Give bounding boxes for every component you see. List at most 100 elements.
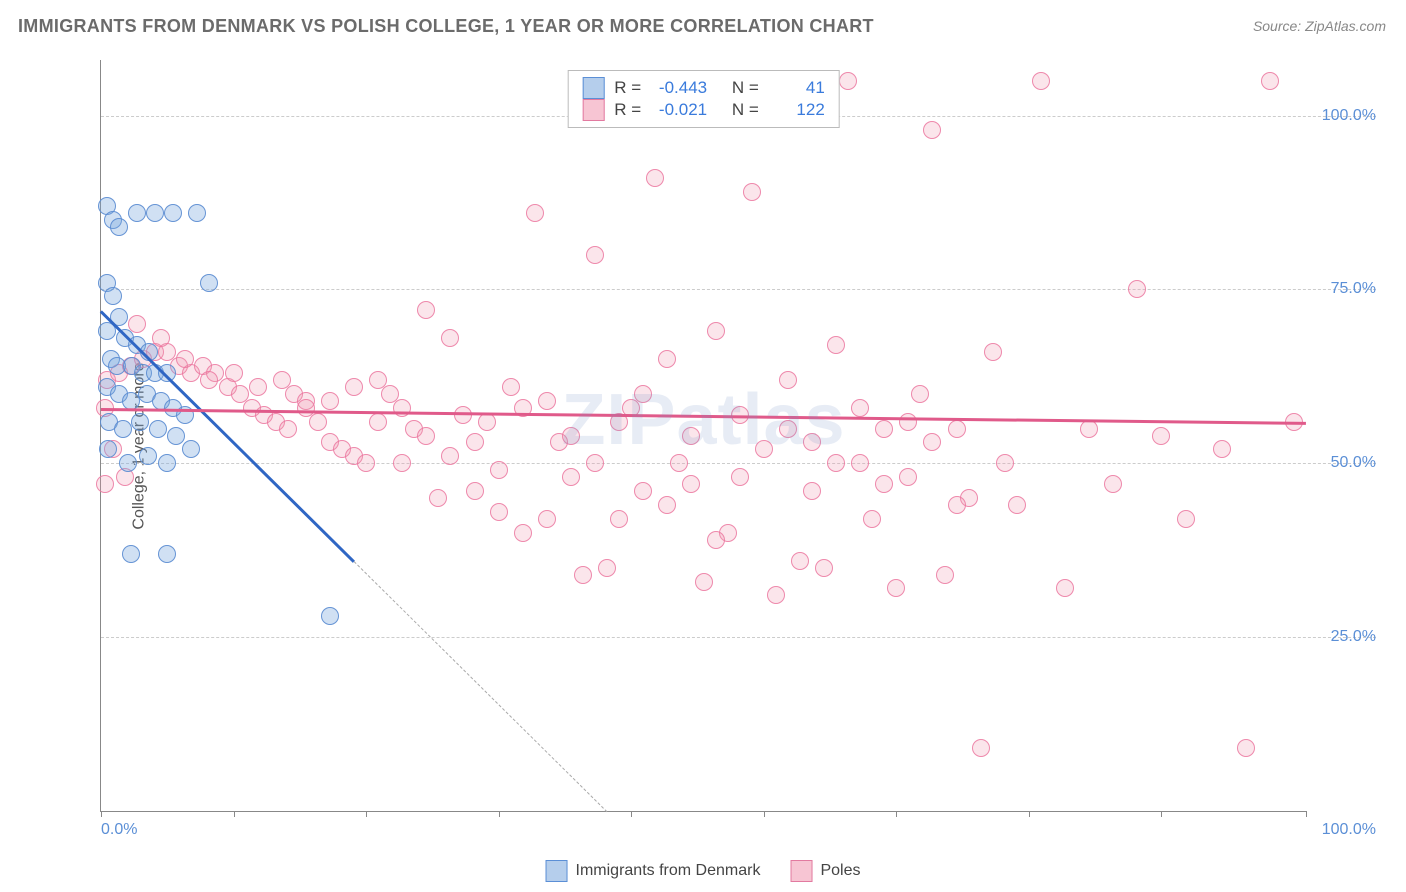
data-point-pink	[562, 468, 580, 486]
data-point-pink	[273, 371, 291, 389]
legend-row-pink: R = -0.021 N = 122	[582, 99, 825, 121]
data-point-pink	[851, 454, 869, 472]
data-point-pink	[1056, 579, 1074, 597]
data-point-blue	[321, 607, 339, 625]
data-point-pink	[682, 475, 700, 493]
r-label: R =	[614, 100, 641, 120]
data-point-pink	[936, 566, 954, 584]
data-point-blue	[131, 413, 149, 431]
data-point-pink	[249, 378, 267, 396]
legend-label-pink: Poles	[820, 862, 860, 880]
data-point-pink	[948, 420, 966, 438]
data-point-pink	[610, 510, 628, 528]
data-point-pink	[321, 392, 339, 410]
data-point-blue	[119, 454, 137, 472]
data-point-pink	[441, 447, 459, 465]
data-point-pink	[1152, 427, 1170, 445]
x-tick	[1306, 811, 1307, 817]
chart-title: IMMIGRANTS FROM DENMARK VS POLISH COLLEG…	[18, 16, 874, 37]
regression-line-blue	[100, 311, 355, 563]
data-point-pink	[899, 413, 917, 431]
watermark: ZIPatlas	[561, 379, 845, 461]
gridline	[101, 637, 1376, 638]
data-point-pink	[875, 420, 893, 438]
data-point-pink	[779, 420, 797, 438]
swatch-pink	[790, 860, 812, 882]
x-tick	[631, 811, 632, 817]
data-point-pink	[225, 364, 243, 382]
data-point-pink	[200, 371, 218, 389]
data-point-pink	[670, 454, 688, 472]
data-point-blue	[149, 420, 167, 438]
x-tick	[499, 811, 500, 817]
data-point-blue	[158, 545, 176, 563]
legend-label-blue: Immigrants from Denmark	[576, 862, 761, 880]
legend-item-blue: Immigrants from Denmark	[546, 860, 761, 882]
legend-item-pink: Poles	[790, 860, 860, 882]
data-point-pink	[1104, 475, 1122, 493]
data-point-pink	[827, 336, 845, 354]
data-point-pink	[634, 385, 652, 403]
data-point-pink	[839, 72, 857, 90]
data-point-pink	[1213, 440, 1231, 458]
data-point-pink	[586, 454, 604, 472]
n-label: N =	[732, 100, 759, 120]
source-attribution: Source: ZipAtlas.com	[1253, 18, 1386, 34]
data-point-pink	[658, 350, 676, 368]
chart-container: College, 1 year or more ZIPatlas R = -0.…	[50, 50, 1386, 842]
source-link[interactable]: ZipAtlas.com	[1305, 18, 1386, 34]
data-point-pink	[1008, 496, 1026, 514]
data-point-blue	[128, 204, 146, 222]
data-point-pink	[682, 427, 700, 445]
data-point-pink	[899, 468, 917, 486]
data-point-pink	[417, 427, 435, 445]
data-point-pink	[538, 510, 556, 528]
n-value-blue: 41	[769, 78, 825, 98]
data-point-blue	[114, 420, 132, 438]
data-point-pink	[514, 524, 532, 542]
source-prefix: Source:	[1253, 18, 1305, 34]
data-point-pink	[996, 454, 1014, 472]
data-point-pink	[1261, 72, 1279, 90]
data-point-pink	[429, 489, 447, 507]
y-tick-label: 75.0%	[1312, 280, 1376, 298]
x-axis-min-label: 0.0%	[101, 821, 137, 839]
swatch-blue	[582, 77, 604, 99]
data-point-blue	[104, 287, 122, 305]
n-label: N =	[732, 78, 759, 98]
data-point-pink	[767, 586, 785, 604]
x-tick	[764, 811, 765, 817]
x-tick	[366, 811, 367, 817]
data-point-blue	[200, 274, 218, 292]
data-point-pink	[923, 433, 941, 451]
x-tick	[896, 811, 897, 817]
data-point-pink	[779, 371, 797, 389]
data-point-pink	[923, 121, 941, 139]
data-point-pink	[707, 322, 725, 340]
correlation-legend: R = -0.443 N = 41 R = -0.021 N = 122	[567, 70, 840, 128]
series-legend: Immigrants from Denmark Poles	[546, 860, 861, 882]
data-point-pink	[393, 454, 411, 472]
legend-row-blue: R = -0.443 N = 41	[582, 77, 825, 99]
data-point-pink	[646, 169, 664, 187]
data-point-blue	[146, 204, 164, 222]
data-point-pink	[875, 475, 893, 493]
data-point-pink	[815, 559, 833, 577]
data-point-pink	[598, 559, 616, 577]
data-point-pink	[707, 531, 725, 549]
data-point-pink	[562, 427, 580, 445]
data-point-pink	[863, 510, 881, 528]
data-point-pink	[466, 433, 484, 451]
r-value-blue: -0.443	[651, 78, 707, 98]
n-value-pink: 122	[769, 100, 825, 120]
data-point-pink	[279, 420, 297, 438]
data-point-blue	[182, 440, 200, 458]
x-tick	[234, 811, 235, 817]
data-point-pink	[803, 482, 821, 500]
data-point-pink	[309, 413, 327, 431]
data-point-pink	[948, 496, 966, 514]
data-point-pink	[466, 482, 484, 500]
data-point-blue	[188, 204, 206, 222]
data-point-pink	[887, 579, 905, 597]
data-point-pink	[1080, 420, 1098, 438]
